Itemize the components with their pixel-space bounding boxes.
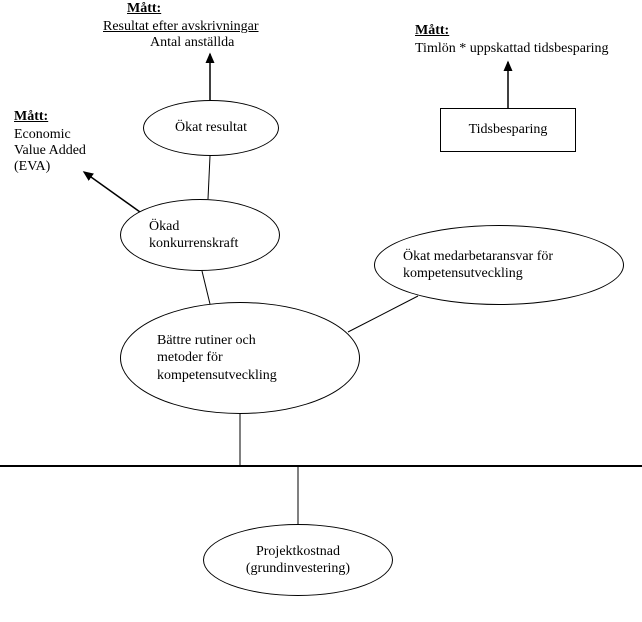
node-battre-rutiner: Bättre rutiner och metoder för kompetens… <box>120 302 360 414</box>
node-okad-konkurrenskraft-label: Ökad konkurrenskraft <box>149 218 238 253</box>
node-tidsbesparing-label: Tidsbesparing <box>469 122 548 138</box>
label-matt-left-line2: Value Added <box>14 142 86 160</box>
label-matt-topleft-line2: Antal anställda <box>150 34 234 52</box>
label-matt-topright-title: Mått: <box>415 22 449 40</box>
diagram-stage: Mått: Resultat efter avskrivningar Antal… <box>0 0 642 622</box>
conn-battre-to-medarbetar <box>348 296 418 332</box>
conn-konkurrens-to-resultat <box>208 156 210 199</box>
node-okat-medarbetaransvar: Ökat medarbetaransvar för kompetensutvec… <box>374 225 624 305</box>
label-matt-left-line1: Economic <box>14 126 71 144</box>
conn-battre-to-konkurrens <box>202 271 210 304</box>
label-matt-left-line3: (EVA) <box>14 158 50 176</box>
label-matt-topleft-title: Mått: <box>127 0 161 18</box>
node-battre-rutiner-label: Bättre rutiner och metoder för kompetens… <box>157 332 277 385</box>
node-projektkostnad-label: Projektkostnad (grundinvestering) <box>246 543 350 578</box>
node-okat-resultat-label: Ökat resultat <box>175 119 247 137</box>
label-matt-topright-text: Timlön * uppskattad tidsbesparing <box>415 40 609 58</box>
arrow-eva-left <box>84 172 140 212</box>
node-projektkostnad: Projektkostnad (grundinvestering) <box>203 524 393 596</box>
node-okat-resultat: Ökat resultat <box>143 100 279 156</box>
node-okad-konkurrenskraft: Ökad konkurrenskraft <box>120 199 280 271</box>
label-matt-left-title: Mått: <box>14 108 48 126</box>
node-tidsbesparing: Tidsbesparing <box>440 108 576 152</box>
node-okat-medarbetaransvar-label: Ökat medarbetaransvar för kompetensutvec… <box>403 248 553 283</box>
label-matt-topleft-line1: Resultat efter avskrivningar <box>103 18 259 36</box>
